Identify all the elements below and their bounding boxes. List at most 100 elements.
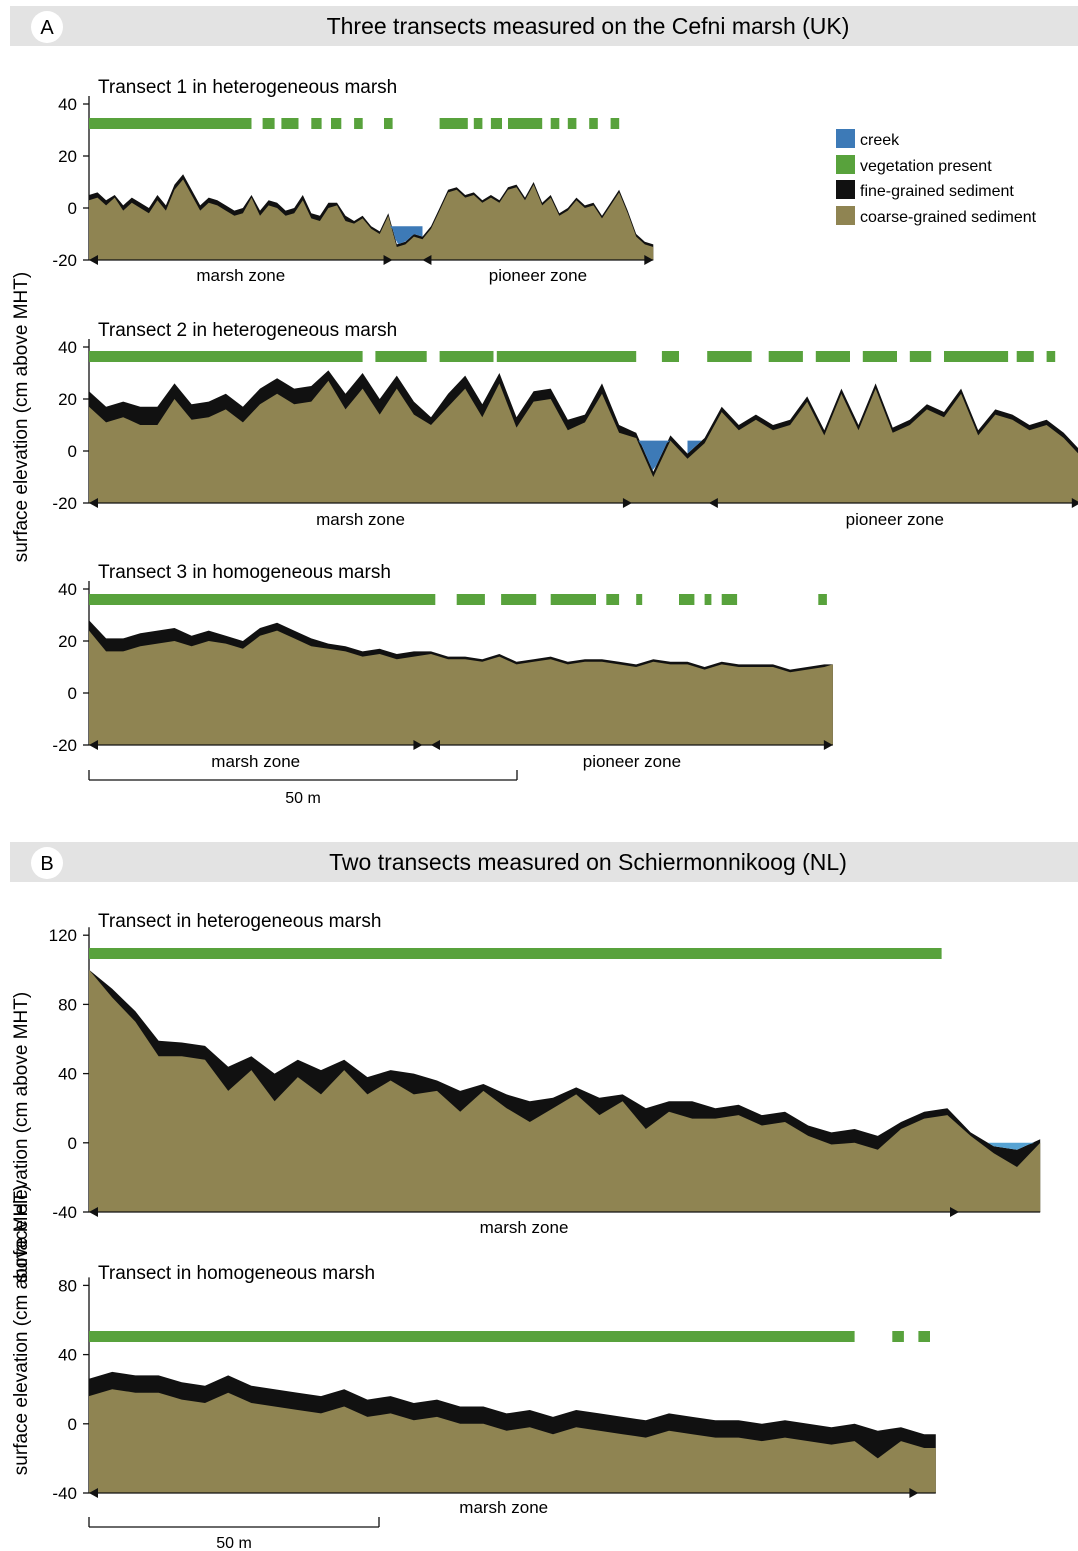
zone-arrow-right (383, 255, 393, 265)
vegetation-segment (89, 594, 436, 605)
vegetation-segment (721, 594, 738, 605)
vegetation-segment (862, 351, 897, 362)
zone-label: pioneer zone (489, 266, 587, 285)
schier-heterogeneous-plot: -40 0 40 80 120 Transect in heterogeneous mar… (49, 911, 1041, 1237)
panel-a-y-axis-label: surface elevation (cm above MHT) (11, 272, 32, 562)
vegetation-segment (818, 594, 827, 605)
legend-swatch-fine-sediment (836, 180, 855, 199)
zone-label: marsh zone (211, 752, 300, 771)
y-tick-label: 0 (68, 684, 77, 703)
panel-b-scale-label: 50 m (216, 1535, 252, 1551)
legend-swatch-coarse-sediment (836, 206, 855, 225)
creek-area (970, 1142, 1041, 1150)
vegetation-segment (679, 594, 695, 605)
vegetation-segment (439, 351, 494, 362)
vegetation-segment (704, 594, 712, 605)
legend-label-vegetation: vegetation present (860, 158, 992, 175)
zone-arrow-left (89, 740, 98, 750)
zone-arrow-right (950, 1207, 959, 1217)
panel-b-header-bar (10, 842, 1078, 882)
creek-area (627, 440, 671, 471)
coarse-sediment-area (89, 380, 1078, 503)
zone-label: marsh zone (196, 266, 285, 285)
zone-arrow-left (708, 498, 718, 508)
panel-b-letter-badge (31, 847, 63, 879)
panel-a-title: Three transects measured on the Cefni ma… (327, 13, 850, 39)
y-tick-label: -20 (52, 251, 77, 270)
vegetation-segment (661, 351, 679, 362)
panel-a-letter: A (40, 17, 54, 39)
zone-label: pioneer zone (846, 510, 944, 529)
panel-b-y-axis-label-upper: surface elevation (cm above MHT) (11, 992, 32, 1282)
panel-b-letter: B (40, 853, 53, 875)
vegetation-segment (567, 118, 577, 129)
coarse-sediment-area (89, 969, 1041, 1212)
zone-label: marsh zone (480, 1218, 569, 1237)
vegetation-segment (909, 351, 932, 362)
vegetation-segment (89, 351, 363, 362)
y-tick-label: 0 (68, 1415, 77, 1434)
zone-arrow-left (89, 1207, 98, 1217)
vegetation-segment (589, 118, 598, 129)
y-tick-label: 20 (58, 147, 77, 166)
y-tick-label: 120 (49, 926, 77, 945)
vegetation-segment (892, 1331, 904, 1342)
y-tick-label: -20 (52, 494, 77, 513)
panel-a-header-bar (10, 6, 1078, 46)
vegetation-segment (815, 351, 850, 362)
vegetation-segment (281, 118, 299, 129)
legend-label-creek: creek (860, 132, 900, 149)
y-tick-label: 40 (58, 95, 77, 114)
vegetation-segment (944, 351, 1009, 362)
zone-arrow-right (1071, 498, 1078, 508)
vegetation-segment (707, 351, 752, 362)
transect-1-plot: -20 0 20 40 Transect 1 in heterogeneous mars… (52, 77, 654, 285)
zone-arrow-left (422, 255, 432, 265)
vegetation-segment (384, 118, 393, 129)
subplot-title: Transect in homogeneous marsh (98, 1263, 375, 1284)
vegetation-segment (768, 351, 803, 362)
vegetation-segment (375, 351, 427, 362)
vegetation-segment (490, 118, 502, 129)
legend-label-fine-sediment: fine-grained sediment (860, 183, 1014, 200)
vegetation-segment (331, 118, 342, 129)
panel-a-letter-badge (31, 11, 63, 43)
legend-label-coarse-sediment: coarse-grained sediment (860, 209, 1037, 226)
y-tick-label: 80 (58, 995, 77, 1014)
zone-label: pioneer zone (583, 752, 681, 771)
zone-arrow-left (89, 255, 98, 265)
y-tick-label: 40 (58, 1065, 77, 1084)
vegetation-segment (262, 118, 275, 129)
vegetation-segment (89, 948, 942, 959)
zone-arrow-right (823, 740, 833, 750)
zone-label: marsh zone (316, 510, 405, 529)
vegetation-segment (550, 118, 560, 129)
zone-arrow-right (413, 740, 423, 750)
y-tick-label: 40 (58, 580, 77, 599)
panel-a-scale-label: 50 m (285, 790, 321, 807)
y-tick-label: 0 (68, 1134, 77, 1153)
vegetation-segment (1016, 351, 1034, 362)
vegetation-segment (496, 351, 637, 362)
zone-arrow-left (89, 498, 98, 508)
vegetation-segment (473, 118, 483, 129)
vegetation-segment (606, 594, 620, 605)
y-tick-label: -40 (52, 1484, 77, 1503)
vegetation-segment (456, 594, 485, 605)
legend: creek vegetation present fine-grained se… (836, 129, 1037, 226)
zone-label: marsh zone (459, 1498, 548, 1517)
panel-b-y-axis-label-lower: surface elevation (cm above MHT) (11, 1185, 32, 1475)
vegetation-segment (1046, 351, 1056, 362)
transect-3-plot: -20 0 20 40 Transect 3 in homogeneous marsh m… (52, 562, 833, 771)
legend-swatch-creek (836, 129, 855, 148)
vegetation-segment (636, 594, 643, 605)
vegetation-segment (550, 594, 596, 605)
creek-area (687, 440, 709, 454)
coarse-sediment-area (89, 179, 654, 260)
vegetation-segment (89, 118, 252, 129)
subplot-title: Transect in heterogeneous marsh (98, 911, 381, 932)
y-tick-label: 20 (58, 632, 77, 651)
zone-arrow-right (622, 498, 632, 508)
vegetation-segment (610, 118, 620, 129)
